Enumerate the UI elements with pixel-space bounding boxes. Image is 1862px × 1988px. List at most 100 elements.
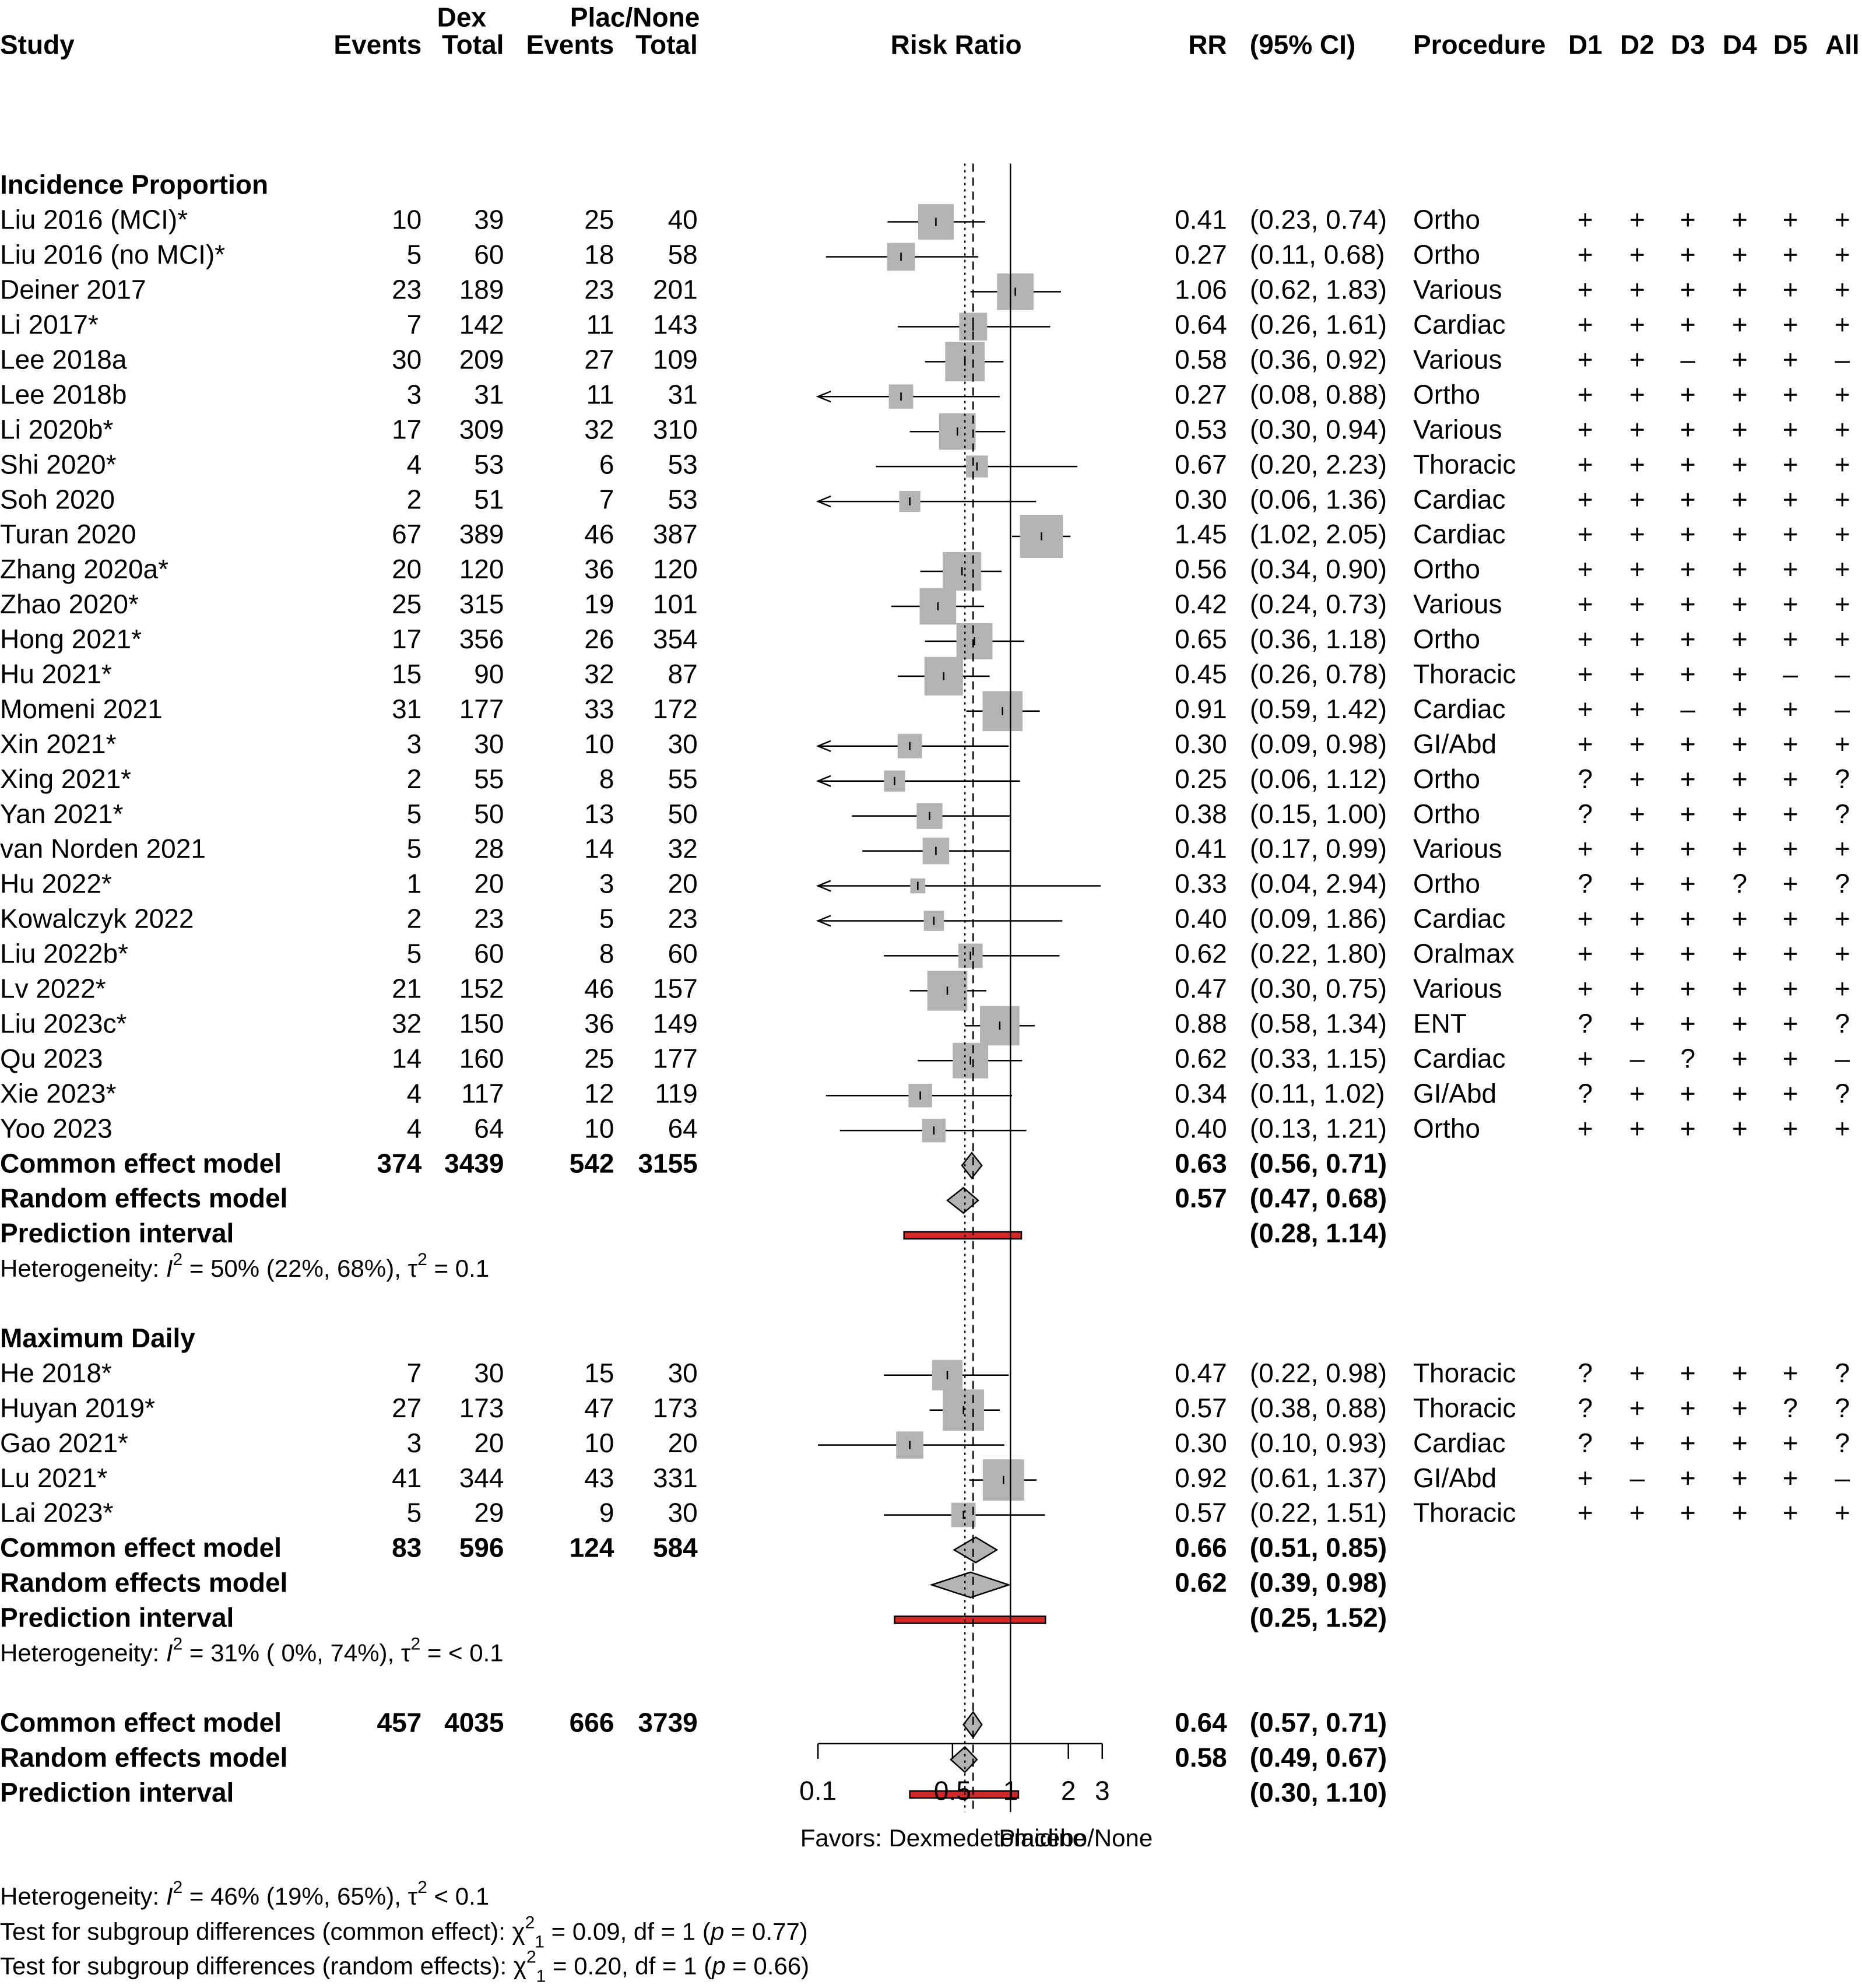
overall-common-ci: (0.57, 0.71) <box>1250 1707 1387 1737</box>
subgroup-2-study-3-rob-d4: + <box>1732 1428 1748 1458</box>
subgroup-2-study-2-rob-d3: + <box>1680 1393 1696 1423</box>
subgroup-2-common-events-2: 124 <box>570 1533 614 1563</box>
subgroup-1-study-1-events-2: 25 <box>584 205 614 235</box>
subgroup-2-study-1-rob-d3: + <box>1680 1358 1696 1388</box>
subgroup-1-study-15-rr: 0.91 <box>1175 694 1227 724</box>
subgroup-1-study-5-rr: 0.58 <box>1175 344 1227 374</box>
subgroup-2-study-5-rob-d2: + <box>1629 1498 1645 1528</box>
subgroup-1-study-13-total-1: 356 <box>459 624 504 654</box>
subgroup-1-study-13-rob-d1: + <box>1578 624 1593 654</box>
subgroup-2-study-5-ci: (0.22, 1.51) <box>1250 1498 1387 1528</box>
subgroup-1-study-13-name: Hong 2021* <box>0 624 142 654</box>
subgroup-2-study-2-events-2: 47 <box>584 1393 614 1423</box>
subgroup-1-common-events-1: 374 <box>377 1148 422 1178</box>
subgroup-1-study-6-name: Lee 2018b <box>0 379 127 409</box>
subgroup-1-study-1-rr: 0.41 <box>1175 205 1227 235</box>
subgroup-1-study-4-rob-d2: + <box>1629 310 1645 340</box>
subgroup-1-study-18-rr: 0.38 <box>1175 799 1227 829</box>
subgroup-1-study-9-rob-d1: + <box>1578 484 1593 514</box>
header-group1: Dex <box>437 2 487 33</box>
subgroup-1-study-26-total-2: 119 <box>655 1078 697 1108</box>
subgroup-1-study-25-procedure: Cardiac <box>1413 1043 1506 1073</box>
subgroup-1-study-23-rob-d2: + <box>1629 974 1645 1004</box>
subgroup-2-study-5-rob-d4: + <box>1732 1498 1748 1528</box>
subgroup-2-study-2-name: Huyan 2019* <box>0 1393 155 1423</box>
subgroup-1-study-20-procedure: Ortho <box>1413 869 1480 899</box>
subgroup-1-study-9-total-1: 51 <box>474 484 504 514</box>
subgroup-1-study-2-rob-d5: + <box>1783 240 1798 270</box>
subgroup-1-study-10-total-2: 387 <box>653 519 698 549</box>
subgroup-1-study-22-total-2: 60 <box>668 939 698 969</box>
subgroup-1-study-20-total-1: 20 <box>474 869 504 899</box>
subgroup-1-study-24-rr: 0.88 <box>1175 1008 1227 1038</box>
subgroup-1-random-label: Random effects model <box>0 1183 287 1213</box>
subgroup-2-study-3-total-1: 20 <box>474 1428 504 1458</box>
subgroup-1-study-15-name: Momeni 2021 <box>0 694 163 724</box>
subgroup-2-study-4-rob-d1: + <box>1578 1463 1593 1493</box>
subgroup-1-study-15-rob-d2: + <box>1629 694 1645 724</box>
subgroup-1-study-4-total-1: 142 <box>459 310 504 340</box>
subgroup-1-study-17-ci-arrow <box>816 775 831 787</box>
subgroup-1-study-5-events-1: 30 <box>392 344 421 374</box>
subgroup-2-study-4-ci: (0.61, 1.37) <box>1250 1463 1387 1493</box>
subgroup-1-study-7-rob-d4: + <box>1732 414 1748 444</box>
subgroup-1-study-10-rob-d5: + <box>1783 519 1798 549</box>
subgroup-1-study-1-rob-all: + <box>1835 205 1850 235</box>
subgroup-1-study-22-rob-d3: + <box>1680 939 1696 969</box>
subgroup-1-study-12-rob-d5: + <box>1783 589 1798 619</box>
subgroup-1-study-18-rob-d1: ? <box>1578 799 1593 829</box>
subgroup-1-study-15-ci: (0.59, 1.42) <box>1250 694 1387 724</box>
overall-common-rr: 0.64 <box>1175 1707 1227 1737</box>
subgroup-1-study-9-rob-d4: + <box>1732 484 1748 514</box>
subgroup-1-study-3-total-2: 201 <box>653 275 698 305</box>
subgroup-1-study-22-rob-d1: + <box>1578 939 1593 969</box>
subgroup-1-study-11-rob-d4: + <box>1732 554 1748 584</box>
subgroup-1-study-25-events-1: 14 <box>392 1043 421 1073</box>
subgroup-1-study-18-total-2: 50 <box>668 799 698 829</box>
subgroup-1-study-18-ci: (0.15, 1.00) <box>1250 799 1387 829</box>
subgroup-1-study-18-events-2: 13 <box>584 799 614 829</box>
subgroup-1-study-4-rr: 0.64 <box>1175 310 1227 340</box>
subgroup-2-study-1-rob-d2: + <box>1629 1358 1645 1388</box>
subgroup-1-common-total-2: 3155 <box>638 1148 697 1178</box>
subgroup-1-prediction-label: Prediction interval <box>0 1218 234 1248</box>
subgroup-1-study-26-events-1: 4 <box>407 1078 422 1108</box>
subgroup-1-study-24-procedure: ENT <box>1413 1008 1467 1038</box>
header-domain-d2: D2 <box>1620 30 1654 60</box>
subgroup-1-study-17-events-2: 8 <box>599 764 614 794</box>
subgroup-1-study-13-rob-d3: + <box>1680 624 1696 654</box>
subgroup-1-study-11-name: Zhang 2020a* <box>0 554 168 584</box>
subgroup-1-study-9-rob-all: + <box>1835 484 1850 514</box>
subgroup-1-study-3-events-2: 23 <box>584 275 614 305</box>
subgroup-1-study-14-procedure: Thoracic <box>1413 659 1516 689</box>
subgroup-1-study-27-events-2: 10 <box>584 1113 614 1143</box>
subgroup-1-study-12-procedure: Various <box>1413 589 1502 619</box>
subgroup-1-common-ci: (0.56, 0.71) <box>1250 1148 1387 1178</box>
subgroup-1-study-16-rob-d3: + <box>1680 729 1696 759</box>
subgroup-2-study-5-total-1: 29 <box>474 1498 504 1528</box>
subgroup-2-study-1-total-2: 30 <box>668 1358 698 1388</box>
subgroup-2-study-3-name: Gao 2021* <box>0 1428 128 1458</box>
subgroup-1-study-7-procedure: Various <box>1413 414 1502 444</box>
subgroup-1-study-3-rob-d3: + <box>1680 275 1696 305</box>
subgroup-1-study-21-total-2: 23 <box>668 904 698 934</box>
subgroup-1-study-22-total-1: 60 <box>474 939 504 969</box>
subgroup-1-study-6-rob-d2: + <box>1629 379 1645 409</box>
subgroup-1-study-13-events-1: 17 <box>392 624 421 654</box>
subgroup-2-study-3-ci: (0.10, 0.93) <box>1250 1428 1387 1458</box>
footer-heterogeneity: Heterogeneity: I2 = 46% (19%, 65%), τ2 <… <box>0 1878 489 1910</box>
subgroup-1-study-4-ci: (0.26, 1.61) <box>1250 310 1387 340</box>
subgroup-1-study-3-rob-d2: + <box>1629 275 1645 305</box>
overall-common-total-1: 4035 <box>444 1707 504 1737</box>
subgroup-1-study-10-rr: 1.45 <box>1175 519 1227 549</box>
subgroup-2-study-4-rob-d4: + <box>1732 1463 1748 1493</box>
subgroup-1-study-9-rob-d3: + <box>1680 484 1696 514</box>
subgroup-1-study-5-total-2: 109 <box>653 344 698 374</box>
subgroup-1-study-9-ci: (0.06, 1.36) <box>1250 484 1387 514</box>
overall-common-events-1: 457 <box>377 1707 422 1737</box>
subgroup-1-study-5-rob-d1: + <box>1578 344 1593 374</box>
subgroup-1-study-20-ci-arrow <box>816 880 831 892</box>
subgroup-1-study-13-rob-d5: + <box>1783 624 1798 654</box>
subgroup-1-study-4-events-2: 11 <box>586 310 614 340</box>
overall-random-diamond <box>950 1745 978 1773</box>
